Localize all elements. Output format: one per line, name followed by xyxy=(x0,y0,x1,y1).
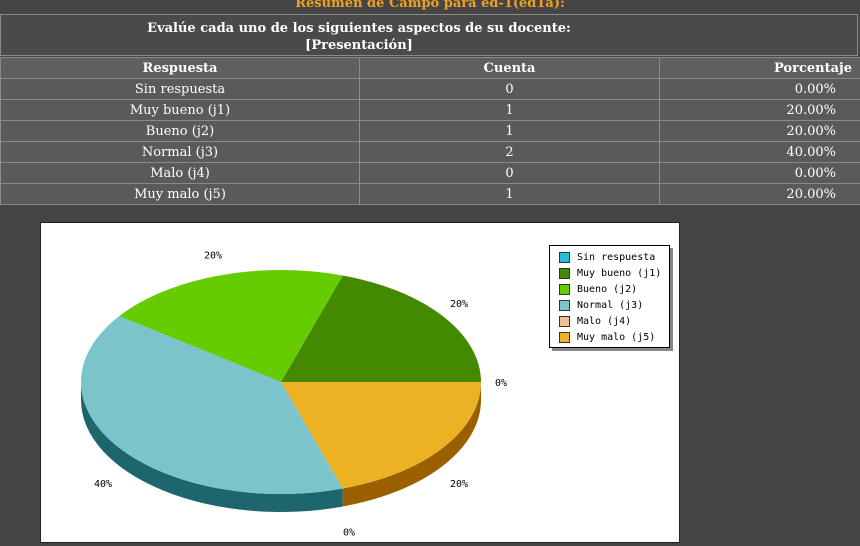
table-row: Normal (j3) 2 40.00% xyxy=(1,142,860,163)
legend-label: Bueno (j2) xyxy=(577,284,637,295)
row-respuesta: Normal (j3) xyxy=(1,142,360,163)
chart-legend: Sin respuesta Muy bueno (j1) Bueno (j2) Nor… xyxy=(549,245,670,348)
row-cuenta: 0 xyxy=(360,79,660,100)
row-porcentaje: 20.00% xyxy=(660,100,860,121)
row-porcentaje: 0.00% xyxy=(660,79,860,100)
legend-item: Muy malo (j5) xyxy=(550,329,669,345)
table-row: Bueno (j2) 1 20.00% xyxy=(1,121,860,142)
legend-label: Malo (j4) xyxy=(577,316,631,327)
row-respuesta: Malo (j4) xyxy=(1,163,360,184)
row-cuenta: 1 xyxy=(360,184,660,205)
legend-item: Normal (j3) xyxy=(550,297,669,313)
table-row: Muy malo (j5) 1 20.00% xyxy=(1,184,860,205)
legend-item: Sin respuesta xyxy=(550,249,669,265)
legend-swatch xyxy=(559,252,570,263)
legend-item: Malo (j4) xyxy=(550,313,669,329)
legend-swatch xyxy=(559,316,570,327)
table-row: Muy bueno (j1) 1 20.00% xyxy=(1,100,860,121)
page-title: Resumen de Campo para ed-1(ed1a): xyxy=(0,0,860,14)
table-row: Sin respuesta 0 0.00% xyxy=(1,79,860,100)
question-subtext: [Presentación] xyxy=(0,37,857,54)
row-cuenta: 1 xyxy=(360,100,660,121)
pie-label-2: 20% xyxy=(204,251,222,262)
row-porcentaje: 0.00% xyxy=(660,163,860,184)
legend-swatch xyxy=(559,268,570,279)
legend-label: Sin respuesta xyxy=(577,252,655,263)
header-respuesta: Respuesta xyxy=(1,58,360,79)
header-cuenta: Cuenta xyxy=(360,58,660,79)
row-porcentaje: 40.00% xyxy=(660,142,860,163)
pie-label-1: 20% xyxy=(450,299,468,310)
row-cuenta: 1 xyxy=(360,121,660,142)
legend-item: Bueno (j2) xyxy=(550,281,669,297)
row-respuesta: Sin respuesta xyxy=(1,79,360,100)
pie-chart-panel: 0% 20% 20% 40% 0% 20% Sin respuesta Muy bueno … xyxy=(40,222,680,543)
legend-label: Muy bueno (j1) xyxy=(577,268,661,279)
row-respuesta: Muy bueno (j1) xyxy=(1,100,360,121)
legend-label: Normal (j3) xyxy=(577,300,643,311)
pie-label-0: 0% xyxy=(495,378,507,389)
row-respuesta: Bueno (j2) xyxy=(1,121,360,142)
results-table: Respuesta Cuenta Porcentaje Sin respuest… xyxy=(0,57,860,205)
header-porcentaje: Porcentaje xyxy=(660,58,860,79)
legend-item: Muy bueno (j1) xyxy=(550,265,669,281)
legend-label: Muy malo (j5) xyxy=(577,332,655,343)
pie-label-5: 20% xyxy=(450,479,468,490)
row-porcentaje: 20.00% xyxy=(660,184,860,205)
question-header: Evalúe cada uno de los siguientes aspect… xyxy=(0,14,858,56)
legend-swatch xyxy=(559,332,570,343)
row-respuesta: Muy malo (j5) xyxy=(1,184,360,205)
pie-label-3: 40% xyxy=(94,479,112,490)
question-text: Evalúe cada uno de los siguientes aspect… xyxy=(0,20,857,37)
legend-swatch xyxy=(559,284,570,295)
row-porcentaje: 20.00% xyxy=(660,121,860,142)
table-row: Malo (j4) 0 0.00% xyxy=(1,163,860,184)
row-cuenta: 0 xyxy=(360,163,660,184)
row-cuenta: 2 xyxy=(360,142,660,163)
legend-swatch xyxy=(559,300,570,311)
table-header-row: Respuesta Cuenta Porcentaje xyxy=(1,58,860,79)
pie-label-4: 0% xyxy=(343,527,355,538)
